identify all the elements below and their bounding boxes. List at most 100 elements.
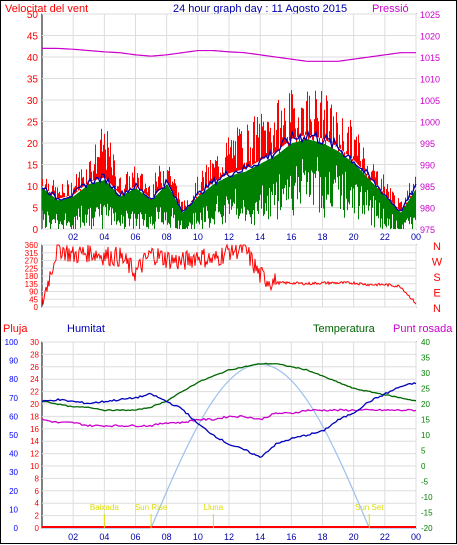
temp-x-tick-label: 10 — [193, 532, 203, 542]
wind-tick-label: 50 — [27, 10, 39, 21]
compass-label: S — [433, 272, 440, 284]
pressure-tick-label: 1000 — [420, 118, 440, 128]
pressure-tick-label: 985 — [420, 182, 435, 192]
rain-tick-label: 6 — [35, 487, 40, 496]
temperature-tick-label: 10 — [421, 431, 430, 440]
temp-x-tick-label: 14 — [255, 532, 265, 542]
temperature-axis-ticks: -20 -15 -10 -5 0 5 10 15 20 25 30 35 40 — [421, 338, 433, 533]
temp-x-tick-label: 06 — [130, 532, 140, 542]
wind-tick-label: 0 — [32, 225, 38, 236]
rain-tick-label: 10 — [30, 462, 39, 471]
pressure-tick-label: 995 — [420, 139, 435, 149]
pressure-series — [42, 47, 416, 62]
temperature-tick-label: -10 — [421, 493, 433, 502]
humidity-tick-label: 50 — [9, 431, 18, 440]
rain-tick-label: 28 — [30, 350, 39, 359]
pressure-tick-label: 980 — [420, 204, 435, 214]
temp-x-tick-label: 00 — [411, 532, 421, 542]
temperature-tick-label: 40 — [421, 338, 430, 347]
wind-tick-label: 15 — [27, 161, 39, 172]
humidity-axis-ticks: 0 10 20 30 40 50 60 70 80 90 100 — [5, 338, 19, 533]
wind-x-tick-label: 18 — [317, 232, 327, 242]
humidity-tick-label: 100 — [5, 338, 19, 347]
rain-tick-label: 20 — [30, 400, 39, 409]
temperature-tick-label: -20 — [421, 524, 433, 533]
temp-x-tick-label: 20 — [349, 532, 359, 542]
temp-x-tick-label: 04 — [99, 532, 109, 542]
direction-panel-series — [41, 243, 417, 305]
wind-low-series — [42, 139, 416, 229]
rain-tick-label: 12 — [30, 450, 39, 459]
wind-tick-label: 30 — [27, 96, 39, 107]
wind-x-tick-label: 16 — [286, 232, 296, 242]
wind-x-tick-label: 20 — [349, 232, 359, 242]
pressure-tick-label: 1025 — [420, 10, 440, 20]
temperature-series — [41, 362, 417, 412]
wind-x-ticks: 02 04 06 08 10 12 14 16 18 20 22 00 — [68, 232, 421, 242]
humidity-tick-label: 70 — [9, 394, 18, 403]
humidity-tick-label: 0 — [14, 524, 19, 533]
rain-tick-label: 8 — [35, 474, 40, 483]
rain-tick-label: 14 — [30, 437, 39, 446]
wind-x-tick-label: 06 — [130, 232, 140, 242]
humidity-series — [41, 382, 417, 459]
rain-tick-label: 4 — [35, 499, 40, 508]
temperature-tick-label: 20 — [421, 400, 430, 409]
temperature-tick-label: 15 — [421, 416, 430, 425]
humidity-tick-label: 30 — [9, 468, 18, 477]
solar-event-label: Sun Rise — [135, 503, 168, 512]
humidity-axis-title: Humitat — [67, 323, 105, 335]
humidity-tick-label: 80 — [9, 375, 18, 384]
wind-x-tick-label: 12 — [224, 232, 234, 242]
wind-x-tick-label: 00 — [411, 232, 421, 242]
temperature-tick-label: -15 — [421, 509, 433, 518]
wind-tick-label: 5 — [32, 204, 38, 215]
direction-tick-label: 315 — [25, 249, 39, 258]
pressure-tick-label: 990 — [420, 161, 435, 171]
direction-series — [41, 243, 417, 305]
wind-x-tick-label: 14 — [255, 232, 265, 242]
solar-event-label: Baixada — [90, 503, 119, 512]
direction-tick-label: 45 — [29, 295, 38, 304]
temperature-tick-label: 0 — [421, 462, 426, 471]
rain-tick-label: 0 — [35, 524, 40, 533]
wind-average-series — [41, 129, 417, 213]
temperature-tick-label: -5 — [421, 478, 429, 487]
wind-tick-label: 35 — [27, 75, 39, 86]
temperature-tick-label: 30 — [421, 369, 430, 378]
wind-x-tick-label: 22 — [380, 232, 390, 242]
wind-axis-title: Velocitat del vent — [5, 3, 88, 15]
solar-event-labels: Baixada Sun Rise Lluna Sun Set — [90, 503, 384, 528]
temp-x-tick-label: 16 — [286, 532, 296, 542]
direction-tick-label: 360 — [25, 241, 39, 250]
compass-label: W — [432, 257, 443, 269]
rain-tick-label: 18 — [30, 412, 39, 421]
wind-x-tick-label: 04 — [99, 232, 109, 242]
rain-tick-label: 22 — [30, 388, 39, 397]
compass-label: N — [433, 241, 441, 253]
direction-tick-label: 270 — [25, 257, 39, 266]
dewpoint-axis-title: Punt rosada — [393, 323, 453, 335]
direction-tick-label: 225 — [25, 264, 39, 273]
temperature-tick-label: 35 — [421, 354, 430, 363]
temperature-axis-title: Temperatura — [313, 323, 376, 335]
compass-label: N — [433, 303, 441, 315]
wind-tick-label: 45 — [27, 32, 39, 43]
direction-tick-label: 0 — [34, 303, 39, 312]
rain-tick-label: 24 — [30, 375, 39, 384]
wind-tick-label: 10 — [27, 182, 39, 193]
wind-tick-label: 25 — [27, 118, 39, 129]
humidity-tick-label: 90 — [9, 357, 18, 366]
pressure-tick-label: 975 — [420, 225, 435, 235]
wind-panel-series — [41, 47, 417, 229]
solar-event-label: Lluna — [204, 503, 224, 512]
pressure-tick-label: 1020 — [420, 32, 440, 42]
temp-x-tick-label: 22 — [380, 532, 390, 542]
pressure-axis-ticks: 975 980 985 990 995 1000 1005 1010 1015 1020 1025 — [420, 10, 440, 235]
pressure-tick-label: 1015 — [420, 53, 440, 63]
direction-tick-label: 180 — [25, 272, 39, 281]
